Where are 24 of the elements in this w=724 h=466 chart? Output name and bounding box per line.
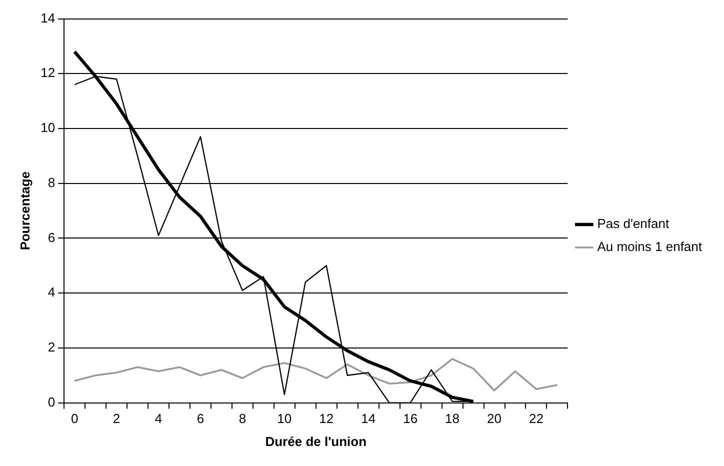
x-tick-label: 6 xyxy=(196,411,204,426)
x-axis-title: Durée de l'union xyxy=(265,434,367,449)
x-tick-label: 14 xyxy=(361,411,376,426)
legend-label: Pas d'enfant xyxy=(597,216,670,232)
y-tick-label: 14 xyxy=(40,10,56,26)
y-tick-label: 0 xyxy=(48,394,56,410)
x-tick-label: 0 xyxy=(70,411,78,426)
x-tick-label: 4 xyxy=(154,411,162,426)
x-tick-label: 18 xyxy=(445,411,460,426)
x-tick-label: 16 xyxy=(403,411,418,426)
x-tick-label: 20 xyxy=(487,411,502,426)
x-tick-label: 10 xyxy=(277,411,292,426)
y-tick-label: 8 xyxy=(48,174,56,190)
y-tick-label: 2 xyxy=(48,340,56,355)
y-tick-label: 10 xyxy=(40,120,56,136)
x-tick-label: 2 xyxy=(112,411,120,426)
y-tick-label: 4 xyxy=(48,284,56,300)
y-axis-title: Pourcentage xyxy=(17,171,32,250)
legend-label: Au moins 1 enfant xyxy=(597,239,702,254)
y-tick-label: 6 xyxy=(48,230,56,245)
x-tick-label: 8 xyxy=(238,411,246,426)
y-tick-label: 12 xyxy=(40,65,56,80)
x-tick-label: 12 xyxy=(319,411,334,426)
x-tick-label: 22 xyxy=(529,411,544,426)
